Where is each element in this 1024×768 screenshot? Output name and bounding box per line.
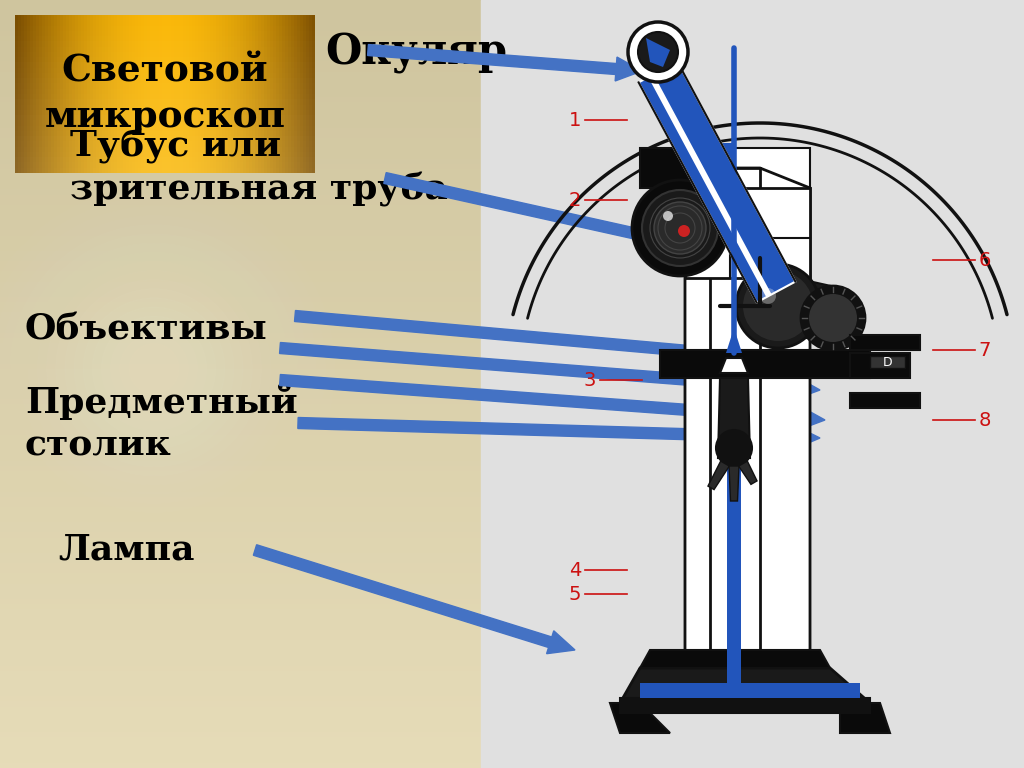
- Text: 7: 7: [979, 340, 991, 359]
- Bar: [481, 0, 1024, 768]
- FancyArrow shape: [298, 418, 820, 449]
- Polygon shape: [685, 168, 810, 653]
- Polygon shape: [795, 278, 840, 338]
- Polygon shape: [640, 683, 860, 698]
- Circle shape: [678, 225, 690, 237]
- Text: 4: 4: [568, 561, 582, 580]
- Polygon shape: [640, 148, 700, 188]
- Polygon shape: [720, 358, 748, 373]
- Text: Тубус или
зрительная труба: Тубус или зрительная труба: [70, 129, 449, 207]
- Polygon shape: [660, 350, 870, 378]
- Polygon shape: [620, 698, 870, 713]
- Text: Окуляр: Окуляр: [325, 32, 507, 74]
- Bar: [481, 0, 1024, 768]
- Circle shape: [654, 202, 706, 254]
- Polygon shape: [718, 378, 750, 458]
- Circle shape: [638, 32, 678, 72]
- Polygon shape: [640, 650, 830, 668]
- Polygon shape: [708, 461, 729, 489]
- Text: 3: 3: [584, 370, 596, 389]
- Circle shape: [716, 430, 752, 466]
- Polygon shape: [870, 356, 905, 368]
- Polygon shape: [620, 668, 870, 703]
- Circle shape: [809, 294, 857, 342]
- Circle shape: [642, 190, 718, 266]
- Text: 8: 8: [979, 411, 991, 429]
- FancyArrow shape: [280, 343, 820, 400]
- Polygon shape: [685, 188, 810, 278]
- Polygon shape: [685, 148, 810, 668]
- Polygon shape: [729, 466, 739, 501]
- Polygon shape: [850, 335, 920, 350]
- Polygon shape: [738, 461, 757, 485]
- Text: Предметный
столик: Предметный столик: [25, 384, 298, 462]
- Text: D: D: [883, 356, 893, 369]
- Circle shape: [760, 288, 776, 304]
- Polygon shape: [648, 74, 772, 297]
- Circle shape: [743, 271, 813, 341]
- Text: Лампа: Лампа: [58, 533, 195, 567]
- Polygon shape: [646, 38, 670, 67]
- Text: Объективы: Объективы: [25, 313, 267, 347]
- Polygon shape: [850, 353, 910, 378]
- Polygon shape: [639, 61, 796, 303]
- Text: 2: 2: [568, 190, 582, 210]
- Polygon shape: [610, 703, 670, 733]
- Circle shape: [736, 264, 820, 348]
- Polygon shape: [850, 393, 920, 408]
- Text: 1: 1: [568, 111, 582, 130]
- Circle shape: [632, 180, 728, 276]
- Text: 6: 6: [979, 250, 991, 270]
- FancyArrow shape: [368, 45, 642, 81]
- Polygon shape: [726, 328, 742, 353]
- Circle shape: [801, 286, 865, 350]
- Circle shape: [628, 22, 688, 82]
- Circle shape: [663, 211, 673, 221]
- Circle shape: [756, 252, 764, 260]
- FancyArrow shape: [295, 310, 790, 369]
- Bar: [727, 453, 741, 683]
- FancyArrow shape: [280, 375, 825, 430]
- Text: Световой
микроскоп: Световой микроскоп: [44, 53, 286, 135]
- FancyArrow shape: [384, 173, 790, 274]
- Polygon shape: [840, 703, 890, 733]
- FancyArrow shape: [253, 545, 575, 654]
- Polygon shape: [710, 168, 760, 653]
- Bar: [720, 143, 736, 188]
- Text: 5: 5: [568, 584, 582, 604]
